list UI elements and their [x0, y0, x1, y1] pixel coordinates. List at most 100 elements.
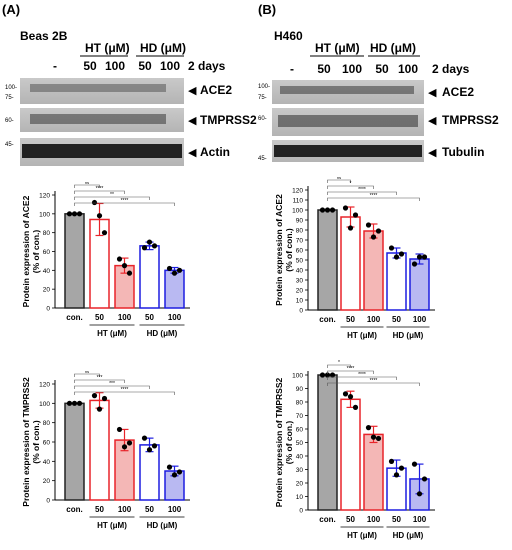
bar	[164, 269, 185, 309]
y-tick-label: 30	[296, 278, 304, 285]
category-label: con.	[66, 505, 82, 514]
y-tick-label: 60	[296, 248, 304, 255]
y-tick-label: 20	[43, 478, 51, 485]
y-tick-label: 80	[43, 420, 51, 427]
significance-bracket	[74, 196, 150, 200]
data-point	[365, 222, 372, 228]
y-tick-label: 90	[296, 386, 304, 393]
y-axis-label: Protein expression of TMPRSS2(% of con.)	[21, 377, 41, 507]
data-point	[370, 234, 377, 240]
significance-bracket	[74, 202, 175, 206]
group-label: HD (μM)	[393, 331, 424, 340]
bar	[139, 444, 160, 501]
panel-a-lane-ht50: 50	[83, 59, 97, 73]
category-label: 100	[118, 313, 132, 322]
y-tick-label: 20	[296, 288, 304, 295]
data-point	[171, 472, 178, 478]
panel-a-lane-hd50: 50	[138, 59, 152, 73]
data-point	[176, 469, 183, 475]
panel-b-label-tubulin: Tubulin	[442, 145, 484, 159]
significance-label: *	[338, 360, 340, 366]
category-label: con.	[319, 515, 335, 524]
data-point	[319, 207, 326, 213]
panel-b-blot-ace2: 100- 75- ◀ ACE2	[258, 80, 474, 104]
y-tick-label: 10	[296, 298, 304, 305]
panel-a-lane-ctrl: -	[53, 59, 57, 73]
significance-label: ns	[85, 369, 89, 374]
category-label: 50	[145, 313, 154, 322]
panel-b-group-hd: HD (μM)	[370, 41, 416, 55]
data-point	[66, 400, 73, 406]
panel-a-arrow-ace2: ◀	[188, 85, 197, 97]
y-tick-label: 70	[296, 413, 304, 420]
data-point	[375, 435, 382, 442]
significance-bracket	[74, 385, 150, 389]
data-point	[116, 426, 123, 433]
y-axis-label-line: (% of con.)	[284, 228, 294, 272]
panel-b-lane-hd50: 50	[375, 62, 389, 76]
marker-label: 100-	[5, 85, 17, 91]
panel-b-blot-tmprss2: 60- ◀ TMPRSS2	[258, 108, 499, 136]
bar	[317, 374, 338, 511]
data-point	[416, 491, 423, 497]
data-point	[121, 263, 128, 269]
significance-bracket	[74, 373, 100, 377]
y-axis-label: Protein expression of ACE2(% of con.)	[21, 195, 41, 307]
panel-b-arrow-tubulin: ◀	[428, 147, 437, 159]
panel-b-time: 2 days	[432, 62, 470, 76]
panel-b-arrow-tmprss2: ◀	[428, 115, 437, 127]
data-point	[375, 228, 382, 234]
panel-b-arrow-ace2: ◀	[428, 87, 437, 99]
significance-label: ****	[347, 366, 355, 372]
data-point	[66, 211, 73, 217]
group-label: HT (μM)	[347, 531, 377, 540]
y-axis-label-line: (% of con.)	[31, 420, 41, 464]
y-tick-label: 10	[296, 494, 304, 501]
category-label: con.	[66, 313, 82, 322]
y-tick-label: 100	[292, 373, 303, 380]
significance-bracket	[327, 364, 351, 368]
data-point	[146, 447, 153, 453]
y-axis-label-line: Protein expression of ACE2	[21, 195, 31, 307]
bar	[64, 402, 85, 501]
significance-bracket	[327, 197, 420, 201]
y-axis-label-line: (% of con.)	[31, 230, 41, 274]
significance-bracket	[327, 370, 374, 374]
significance-bracket	[327, 191, 397, 195]
significance-label: ns	[337, 175, 341, 180]
data-point	[151, 243, 158, 249]
significance-label: ****	[121, 387, 129, 393]
panel-a-blot-tmprss2: 60- ◀ TMPRSS2	[5, 108, 257, 132]
bar	[386, 252, 407, 311]
category-label: 50	[145, 505, 154, 514]
data-point	[166, 265, 173, 272]
y-tick-label: 0	[46, 306, 50, 313]
panel-a-blot-ace2: 100- 75- ◀ ACE2	[5, 78, 232, 104]
panel-b-lane-ht50: 50	[317, 62, 331, 76]
panel-a-cell-line: Beas 2B	[20, 29, 68, 43]
significance-label: ****	[358, 187, 366, 193]
significance-label: ****	[121, 198, 129, 204]
data-point	[176, 267, 183, 273]
panel-b-group-ht: HT (μM)	[315, 41, 360, 55]
data-point	[151, 443, 158, 449]
marker-label: 45-	[258, 156, 267, 162]
group-label: HT (μM)	[97, 329, 127, 338]
bar	[64, 213, 85, 309]
significance-label: ***	[109, 381, 115, 387]
panel-a-group-ht: HT (μM)	[85, 41, 130, 55]
bar	[139, 245, 160, 309]
category-label: 100	[168, 505, 182, 514]
y-tick-label: 40	[43, 459, 51, 466]
data-point	[319, 372, 326, 378]
data-point	[329, 207, 336, 213]
marker-label: 100-	[258, 84, 270, 90]
data-point	[324, 372, 331, 378]
significance-label: ****	[370, 193, 378, 199]
data-point	[393, 472, 400, 478]
data-point	[411, 261, 418, 267]
category-label: 100	[168, 313, 182, 322]
